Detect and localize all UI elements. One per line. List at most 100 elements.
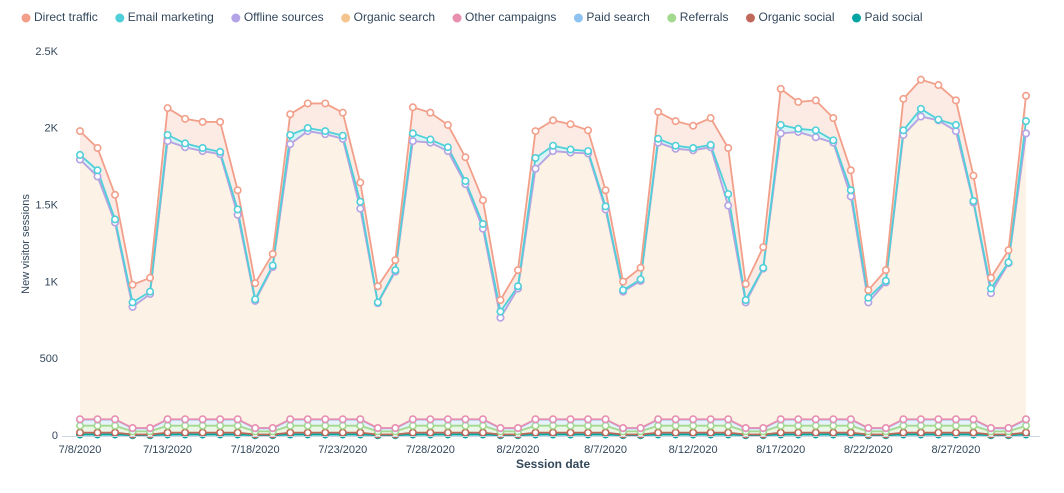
data-point (251, 424, 260, 433)
data-point (601, 428, 610, 437)
y-tick-label: 2.5K (35, 46, 58, 58)
data-point (356, 204, 365, 213)
data-point (268, 424, 277, 433)
data-point (216, 415, 225, 424)
plot-area (76, 75, 1030, 440)
legend-marker (573, 13, 583, 23)
legend-marker (341, 13, 351, 23)
legend-marker (852, 13, 862, 23)
data-point (636, 275, 645, 284)
data-point (268, 261, 277, 270)
data-point (864, 424, 873, 433)
data-point (1004, 246, 1013, 255)
data-point (584, 126, 593, 135)
data-point (461, 153, 470, 162)
data-point (1021, 117, 1030, 126)
data-point (286, 428, 295, 437)
data-point (233, 205, 242, 214)
data-point (811, 126, 820, 135)
x-tick-label: 8/17/2020 (756, 444, 805, 456)
data-point (986, 273, 995, 282)
data-point (811, 415, 820, 424)
x-tick-label: 8/27/2020 (931, 444, 980, 456)
data-point (671, 141, 680, 150)
data-point (146, 287, 155, 296)
data-point (461, 415, 470, 424)
data-point (251, 295, 260, 304)
x-tick-label: 7/23/2020 (318, 444, 367, 456)
data-point (794, 97, 803, 106)
legend: Direct traffic Email marketing Offline sou… (21, 10, 923, 24)
data-point (619, 277, 628, 286)
data-point (163, 415, 172, 424)
data-point (689, 415, 698, 424)
data-point (671, 415, 680, 424)
data-point (829, 136, 838, 145)
data-point (794, 428, 803, 437)
data-point (584, 428, 593, 437)
legend-marker (21, 13, 31, 23)
data-point (811, 96, 820, 105)
legend-label: Paid social (865, 10, 923, 24)
legend-marker (115, 13, 125, 23)
data-point (741, 279, 750, 288)
data-point (111, 415, 120, 424)
data-point (811, 428, 820, 437)
data-point (426, 428, 435, 437)
data-point (724, 201, 733, 210)
data-point (846, 186, 855, 195)
data-point (496, 296, 505, 305)
data-point (356, 197, 365, 206)
data-point (619, 286, 628, 295)
data-point (934, 81, 943, 90)
data-point (233, 415, 242, 424)
data-point (338, 428, 347, 437)
data-point (513, 282, 522, 291)
data-point (93, 144, 102, 153)
data-point (373, 282, 382, 291)
data-point (478, 428, 487, 437)
x-axis-title: Session date (516, 457, 590, 471)
legend-label: Organic search (354, 10, 435, 24)
data-point (128, 298, 137, 307)
data-point (76, 428, 85, 437)
data-point (846, 428, 855, 437)
data-point (93, 166, 102, 175)
data-point (601, 415, 610, 424)
data-point (198, 415, 207, 424)
data-point (321, 415, 330, 424)
data-point (601, 202, 610, 211)
x-tick-label: 7/18/2020 (231, 444, 280, 456)
data-point (128, 280, 137, 289)
y-tick-label: 500 (40, 353, 58, 365)
data-point (829, 428, 838, 437)
legend-marker (745, 13, 755, 23)
data-point (1004, 258, 1013, 267)
y-tick-label: 1K (45, 276, 59, 288)
data-point (724, 144, 733, 153)
data-point (916, 415, 925, 424)
data-point (811, 133, 820, 142)
y-tick-label: 0 (52, 430, 58, 442)
data-point (846, 415, 855, 424)
data-point (829, 415, 838, 424)
data-point (496, 307, 505, 316)
data-point (93, 428, 102, 437)
data-point (426, 135, 435, 144)
data-point (706, 415, 715, 424)
data-point (443, 120, 452, 129)
data-point (881, 424, 890, 433)
data-point (146, 424, 155, 433)
data-point (286, 415, 295, 424)
data-point (934, 415, 943, 424)
data-point (163, 130, 172, 139)
data-point (916, 428, 925, 437)
data-point (916, 75, 925, 84)
legend-label: Paid search (586, 10, 649, 24)
data-point (146, 273, 155, 282)
data-point (531, 127, 540, 136)
data-point (706, 140, 715, 149)
data-point (689, 121, 698, 130)
data-point (286, 130, 295, 139)
x-tick-label: 8/22/2020 (844, 444, 893, 456)
